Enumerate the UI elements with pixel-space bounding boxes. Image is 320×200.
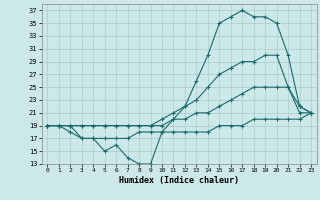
X-axis label: Humidex (Indice chaleur): Humidex (Indice chaleur) xyxy=(119,176,239,185)
